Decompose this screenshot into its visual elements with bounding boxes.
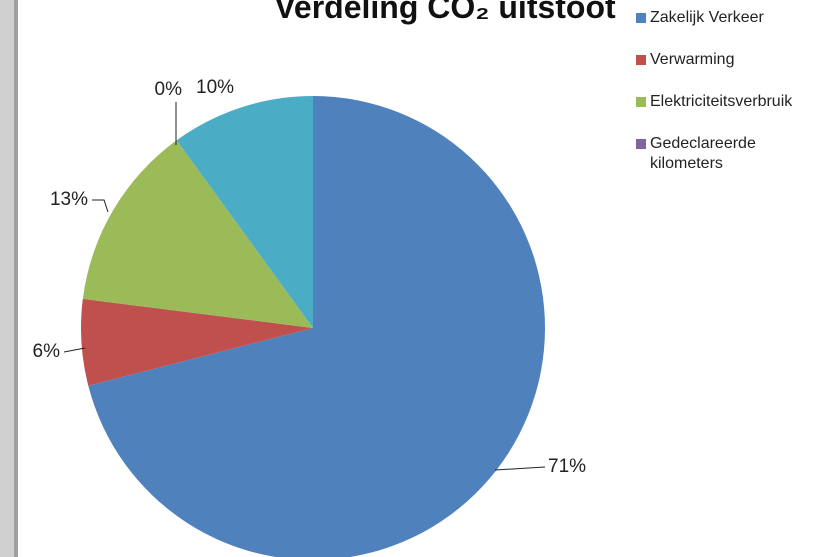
legend-swatch [636, 55, 646, 65]
pie-slice [81, 298, 313, 386]
leader-line [494, 466, 546, 471]
leader-line [92, 199, 109, 213]
chart-title: Verdeling CO₂ uitstoot [274, 0, 616, 25]
legend-swatch [636, 97, 646, 107]
data-label: 0% [155, 79, 183, 100]
data-label: 6% [33, 341, 61, 362]
legend-swatch [636, 139, 646, 149]
leader-line [63, 347, 86, 353]
legend-swatch [636, 13, 646, 23]
legend-label: Gedeclareerde kilometers [650, 135, 756, 172]
data-label: 13% [50, 189, 88, 210]
legend-item: Gedeclareerde kilometers [634, 134, 830, 174]
legend-label: Elektriciteitsverbruik [650, 93, 793, 110]
pie-slice [176, 96, 313, 328]
legend-item: Zakelijk Verkeer [634, 8, 830, 28]
legend-item: Elektriciteitsverbruik [634, 92, 830, 112]
data-label: 10% [196, 77, 234, 98]
left-border [0, 0, 14, 557]
legend: Zakelijk Verkeer Verwarming Elektriciteits… [634, 8, 830, 196]
legend-item: Verwarming [634, 50, 830, 70]
legend-label: Verwarming [650, 51, 735, 68]
left-border-edge [14, 0, 18, 557]
pie-slice [88, 96, 545, 557]
legend-label: Zakelijk Verkeer [650, 9, 764, 26]
pie-slice [82, 140, 313, 328]
data-label: 71% [548, 456, 586, 477]
